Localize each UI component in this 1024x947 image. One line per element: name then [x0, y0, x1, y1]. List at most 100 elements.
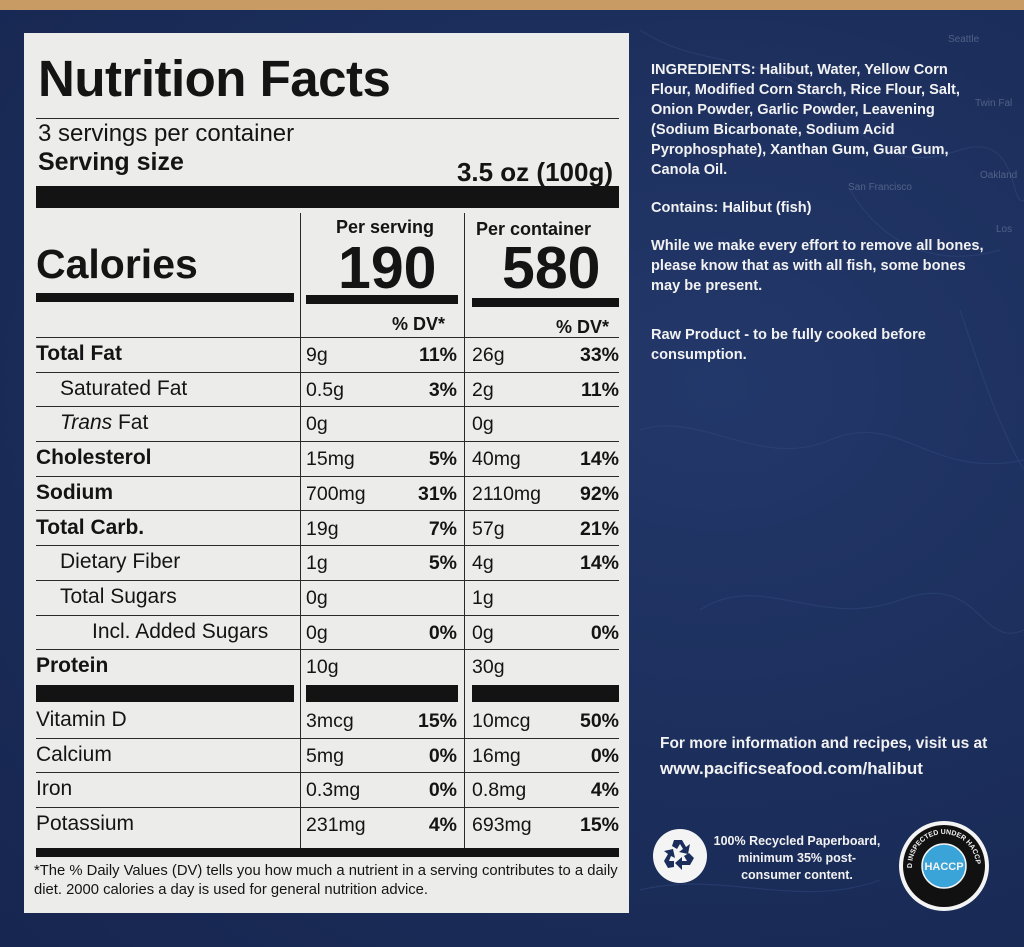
- row-rule: [36, 545, 619, 547]
- row-rule: [36, 772, 619, 774]
- row-rule: [36, 737, 619, 739]
- table-row: Total Sugars 0g 1g: [24, 581, 629, 616]
- column-divider-1: [300, 213, 301, 849]
- serving-amount: 0g: [306, 621, 328, 644]
- bones-warning: While we make every effort to remove all…: [651, 238, 984, 294]
- footnote-bar: [36, 848, 619, 857]
- table-row: Dietary Fiber 1g 5% 4g 14%: [24, 546, 629, 581]
- serving-dv: 3%: [428, 378, 457, 401]
- container-amount: 2g: [472, 378, 494, 401]
- container-amount: 0.8mg: [472, 779, 527, 802]
- table-row: Vitamin D 3mcg 15% 10mcg 50%: [24, 704, 629, 739]
- dv-header-container: % DV*: [556, 317, 610, 337]
- serving-dv: 5%: [428, 552, 457, 575]
- serving-dv: 0%: [428, 744, 457, 767]
- row-rule: [36, 614, 619, 616]
- per-container-label: Per container: [476, 219, 592, 239]
- nutrition-facts-panel: Nutrition Facts 3 servings per container…: [24, 33, 629, 913]
- container-amount: 30g: [472, 656, 505, 679]
- container-dv: 14%: [579, 552, 619, 575]
- map-background: [639, 29, 1024, 893]
- calories-per-container: 580: [502, 235, 601, 301]
- container-amount: 1g: [472, 586, 494, 609]
- container-dv: 21%: [579, 517, 619, 540]
- table-row: Protein 10g 30g: [24, 650, 629, 684]
- column-divider-2: [464, 213, 465, 849]
- nutrient-name: Total Carb.: [36, 515, 145, 539]
- table-row: Total Fat 9g 11% 26g 33%: [24, 338, 629, 373]
- website-url[interactable]: www.pacificseafood.com/halibut: [660, 759, 923, 778]
- map-label-los: Los: [996, 224, 1013, 235]
- map-label-oakland: Oakland: [980, 170, 1018, 181]
- dv-header-rule: [36, 337, 619, 338]
- vitamin-name: Iron: [36, 777, 73, 801]
- nutrient-name: Protein: [36, 654, 109, 678]
- allergen-text: Contains: Halibut (fish): [651, 200, 812, 216]
- serving-dv: 11%: [419, 344, 457, 366]
- container-amount: 2110mg: [472, 482, 542, 505]
- calories-bar-left: [36, 293, 294, 302]
- serving-amount: 231mg: [306, 814, 366, 837]
- container-amount: 10mcg: [472, 710, 531, 732]
- calories-label: Calories: [36, 241, 198, 287]
- haccp-seal: PACKED AND INSPECTED UNDER HACCP GUIDELI…: [898, 820, 989, 911]
- container-dv: 50%: [579, 710, 619, 732]
- row-rule: [36, 406, 619, 408]
- serving-amount: 15mg: [306, 448, 355, 471]
- serving-dv: 31%: [417, 482, 457, 505]
- title-rule: [36, 118, 619, 119]
- table-row: Incl. Added Sugars 0g 0% 0g 0%: [24, 616, 629, 651]
- row-rule: [36, 371, 619, 373]
- container-amount: 16mg: [472, 744, 521, 767]
- container-amount: 0g: [472, 413, 494, 436]
- row-rule: [36, 649, 619, 651]
- vitamin-bar-mid: [306, 685, 458, 702]
- serving-dv: 4%: [428, 814, 457, 837]
- serving-dv: 7%: [428, 517, 457, 540]
- nutrient-name: Dietary Fiber: [60, 550, 181, 574]
- serving-amount: 0g: [306, 413, 328, 436]
- table-row: Cholesterol 15mg 5% 40mg 14%: [24, 442, 629, 477]
- table-row: Sodium 700mg 31% 2110mg 92%: [24, 477, 629, 512]
- nutrient-name: Total Sugars: [60, 584, 177, 608]
- serving-amount: 5mg: [306, 744, 344, 767]
- serving-amount: 0g: [306, 586, 328, 609]
- row-rule: [36, 510, 619, 512]
- table-row: Calcium 5mg 0% 16mg 0%: [24, 739, 629, 774]
- footnote: *The % Daily Values (DV) tells you how m…: [34, 863, 618, 898]
- serving-amount: 3mcg: [306, 710, 354, 732]
- serving-amount: 0.5g: [306, 378, 344, 401]
- nutrient-name: Total Fat: [36, 342, 122, 365]
- calories-bar-mid: [306, 295, 458, 304]
- container-amount: 0g: [472, 621, 494, 644]
- row-rule: [36, 441, 619, 443]
- container-amount: 26g: [472, 344, 505, 366]
- serving-dv: 5%: [428, 448, 457, 471]
- serving-size-label: Serving size: [38, 148, 184, 176]
- serving-amount: 10g: [306, 656, 339, 679]
- vitamin-name: Potassium: [36, 812, 135, 836]
- container-dv: 0%: [590, 621, 619, 644]
- recycle-icon: [653, 829, 707, 883]
- table-row: Potassium 231mg 4% 693mg 15%: [24, 808, 629, 842]
- vitamin-bar-left: [36, 685, 294, 702]
- raw-product-warning: Raw Product - to be fully cooked before …: [651, 327, 926, 363]
- serving-amount: 9g: [306, 344, 328, 366]
- row-rule: [36, 807, 619, 809]
- container-dv: 33%: [579, 344, 619, 366]
- container-dv: 11%: [581, 378, 619, 401]
- serving-amount: 700mg: [306, 482, 366, 505]
- nutrient-name: Saturated Fat: [60, 376, 188, 400]
- per-serving-label: Per serving: [336, 217, 435, 237]
- serving-dv: 15%: [417, 710, 457, 732]
- thick-bar-top: [36, 186, 619, 208]
- vitamin-bar-right: [472, 685, 619, 702]
- serving-amount: 0.3mg: [306, 779, 361, 802]
- more-info-text: For more information and recipes, visit …: [660, 735, 988, 752]
- table-row: Iron 0.3mg 0% 0.8mg 4%: [24, 773, 629, 809]
- table-row: Saturated Fat 0.5g 3% 2g 11%: [24, 373, 629, 408]
- table-row: Total Carb. 19g 7% 57g 21%: [24, 512, 629, 547]
- row-rule: [36, 579, 619, 581]
- container-amount: 4g: [472, 552, 494, 575]
- calories-bar-right: [472, 298, 619, 307]
